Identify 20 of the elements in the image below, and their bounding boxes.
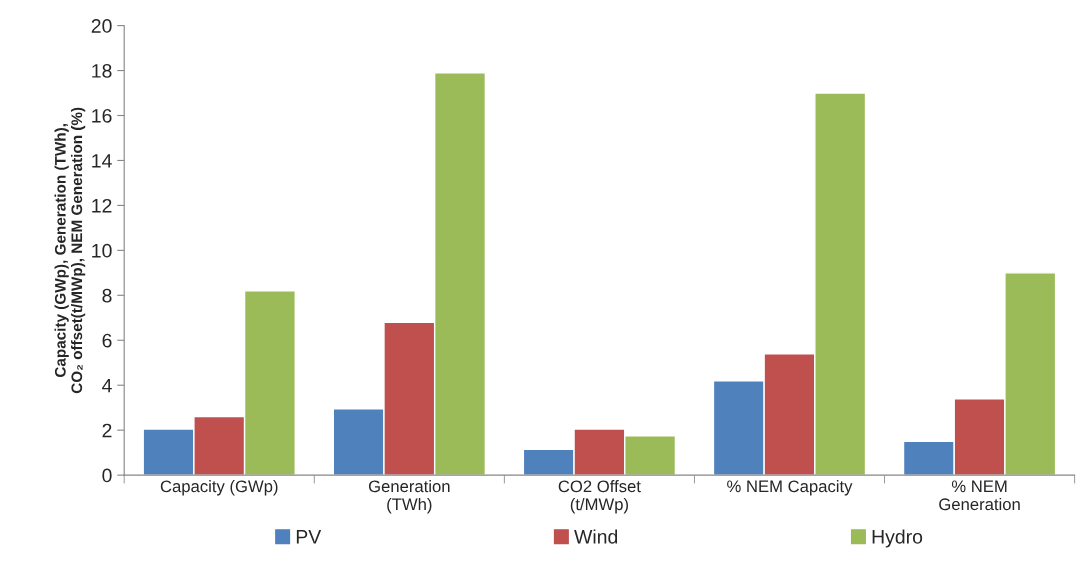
y-tick-label: 8 [102,288,112,303]
x-tick-label: % NEM Capacity [727,479,853,496]
y-tick-label: 14 [92,154,112,168]
y-tick-label: 0 [102,468,112,483]
legend-label: Wind [574,529,618,544]
y-tick-label: 18 [92,64,112,78]
y-axis-title: Capacity (GWp), Generation (TWh), CO₂ offset(t/MWp), NEM Generation (%) [54,107,86,394]
x-tick-label: % NEM Generation [939,480,1020,511]
x-tick-label: Capacity (GWp) [160,479,278,496]
legend-label: Hydro [872,529,923,548]
legend-label: PV [296,530,322,544]
y-tick-label: 6 [102,333,112,348]
x-tick-label: CO2 Offset (t/MWp) [558,479,641,514]
y-tick-label: 2 [102,423,112,438]
x-tick-label: Generation (TWh) [368,479,450,514]
y-tick-label: 12 [92,198,112,213]
y-tick-label: 20 [91,19,112,33]
y-tick-label: 10 [92,243,112,258]
y-tick-label: 4 [102,378,112,393]
y-tick-label: 16 [92,108,112,123]
